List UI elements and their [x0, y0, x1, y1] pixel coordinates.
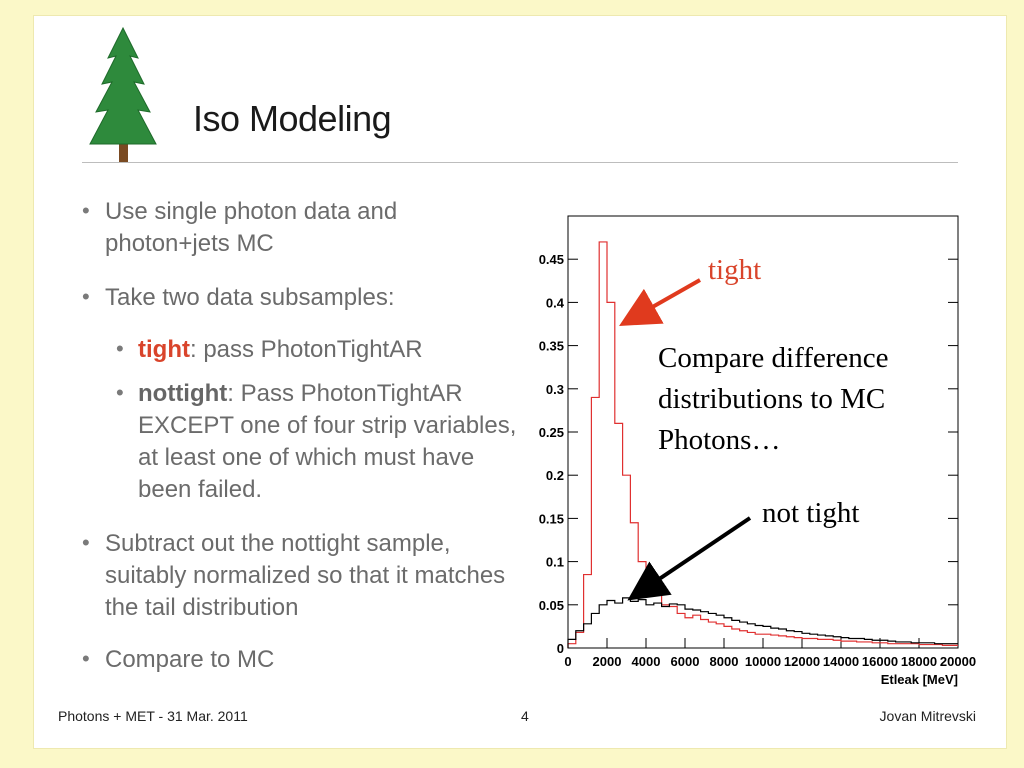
bullet-text: Take two data subsamples:	[105, 284, 395, 311]
y-tick-label: 0.05	[539, 598, 564, 613]
bullet-dot-icon: •	[82, 646, 90, 671]
x-tick-label: 10000	[745, 654, 781, 669]
bullet-item: • Compare to MC	[82, 644, 502, 676]
x-tick-label: 20000	[940, 654, 976, 669]
sub-bullet-item: • nottight: Pass PhotonTightAR EXCEPT on…	[116, 378, 526, 506]
pine-tree-logo	[89, 26, 157, 162]
bullet-dot-icon: •	[82, 284, 90, 309]
tight-keyword: tight	[138, 336, 190, 363]
y-tick-label: 0.15	[539, 511, 564, 526]
bullet-dot-icon: •	[82, 530, 90, 555]
y-tick-label: 0.2	[546, 468, 564, 483]
bullet-text: : Pass PhotonTightAR EXCEPT one of four …	[138, 380, 517, 503]
x-tick-label: 8000	[710, 654, 739, 669]
tight-arrow-icon	[619, 278, 701, 326]
bullet-text: Compare to MC	[105, 646, 275, 673]
sub-bullet-item: • tight: pass PhotonTightAR	[116, 334, 516, 366]
x-tick-label: 0	[564, 654, 571, 669]
y-tick-label: 0.1	[546, 555, 564, 570]
not-tight-annotation: not tight	[762, 497, 860, 529]
x-tick-label: 12000	[784, 654, 820, 669]
footer-left: Photons + MET - 31 Mar. 2011	[58, 708, 248, 724]
page-number: 4	[521, 708, 529, 724]
y-tick-label: 0.35	[539, 339, 564, 354]
bullet-item: • Take two data subsamples:	[82, 282, 502, 314]
x-tick-label: 6000	[671, 654, 700, 669]
bullet-text: : pass PhotonTightAR	[189, 336, 423, 363]
y-tick-label: 0	[557, 641, 564, 656]
y-tick-label: 0.4	[546, 295, 565, 310]
x-axis-label: Etleak [MeV]	[881, 672, 958, 687]
bullet-item: • Use single photon data and photon+jets…	[82, 196, 482, 260]
y-tick-label: 0.3	[546, 382, 564, 397]
bullet-text: Subtract out the nottight sample, suitab…	[105, 530, 506, 621]
slide-title: Iso Modeling	[193, 98, 392, 139]
bullet-text: Use single photon data and photon+jets M…	[105, 198, 398, 257]
x-tick-label: 2000	[593, 654, 622, 669]
not-tight-arrow-icon	[627, 516, 752, 601]
series-line-not-tight	[567, 597, 958, 648]
x-tick-label: 16000	[862, 654, 898, 669]
y-tick-label: 0.45	[539, 252, 564, 267]
x-tick-label: 4000	[632, 654, 661, 669]
tight-annotation: tight	[708, 254, 762, 286]
compare-annotation: Compare difference distributions to MC P…	[658, 342, 889, 456]
y-tick-label: 0.25	[539, 425, 564, 440]
x-tick-label: 18000	[901, 654, 937, 669]
series-line-tight	[567, 241, 958, 648]
bullet-dot-icon: •	[82, 198, 90, 223]
bullet-dot-icon: •	[116, 380, 124, 405]
bullet-dot-icon: •	[116, 336, 124, 361]
bullet-item: • Subtract out the nottight sample, suit…	[82, 528, 522, 624]
title-divider	[82, 162, 958, 163]
x-tick-label: 14000	[823, 654, 859, 669]
nottight-keyword: nottight	[138, 380, 228, 407]
footer-right: Jovan Mitrevski	[879, 708, 976, 724]
